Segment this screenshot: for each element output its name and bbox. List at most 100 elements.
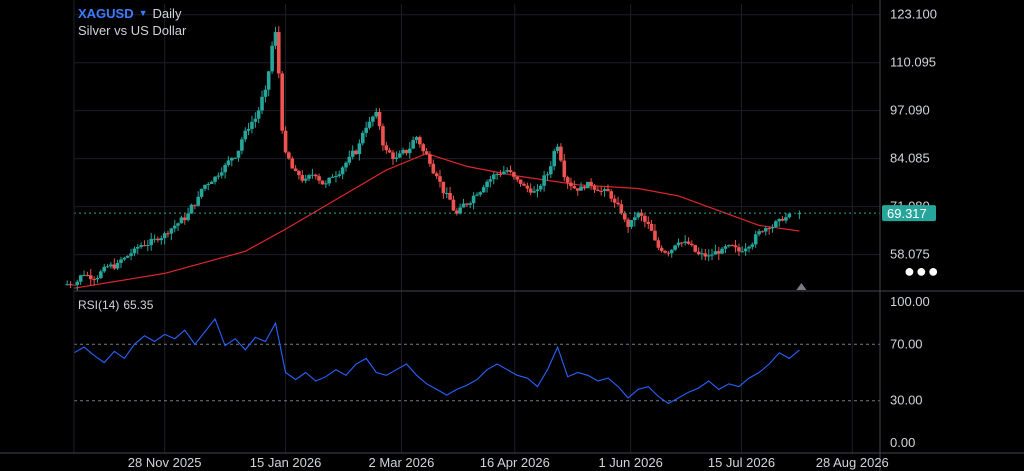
candle-body [250,121,254,129]
candle-body [162,233,167,239]
candle-body [502,171,506,175]
candle-body [444,192,449,194]
candle-body [166,233,170,235]
candle-body [129,253,133,256]
candle-body [391,152,395,159]
more-options-icon[interactable]: ●●● [904,261,940,281]
rsi-legend[interactable]: RSI(14) 65.35 [78,298,153,312]
candle-body [629,220,634,227]
candle-body [102,266,107,272]
scroll-marker-icon [796,283,807,290]
last-price-label: 69.317 [887,206,927,221]
candle-body [266,71,271,90]
candle-body [314,174,318,177]
candle-body [525,185,530,189]
candle-body [260,96,264,111]
candle-body [327,177,331,184]
candle-body [488,179,493,182]
candle-body [602,189,607,191]
candle-body [401,149,405,154]
candle-body [300,175,305,181]
candle-body [82,274,86,276]
candle-body [612,198,617,203]
candle-body [787,213,792,218]
candle-body [374,111,379,117]
candle-body [357,143,362,155]
candle-body [632,217,637,221]
date-tick-label: 1 Jun 2026 [598,455,662,470]
candle-body [199,188,204,197]
candle-body [303,178,308,181]
candles-layer [65,26,802,291]
candle-body [757,231,761,235]
candle-body [169,228,174,234]
candle-body [666,252,671,254]
candle-body [226,160,231,165]
candle-body [330,176,335,178]
candle-body [216,175,221,177]
candle-body [421,144,426,152]
candle-body [115,262,120,269]
candle-body [747,246,751,249]
candle-body [78,275,83,282]
candle-body [223,164,227,173]
candle-body [619,204,624,214]
moving-average-line [73,152,800,289]
candle-body [324,183,328,185]
candle-body [112,264,117,269]
candle-body [132,248,137,254]
candle-body [784,217,788,221]
date-tick-label: 28 Nov 2025 [128,455,202,470]
candle-body [209,181,214,185]
candle-body [337,174,342,176]
candle-body [532,191,536,193]
candle-body [592,185,597,190]
candle-body [653,230,657,241]
rsi-tick-label: 30.00 [890,393,923,408]
candle-body [344,162,348,168]
candle-body [428,154,432,164]
candle-body [95,277,100,280]
candle-body [263,89,268,97]
candle-body [703,253,708,257]
candle-body [522,183,526,186]
candle-body [340,167,345,175]
candle-body [360,132,365,144]
candle-body [229,157,234,161]
candle-body [240,139,244,151]
rsi-line [73,317,800,405]
candle-body [203,184,207,189]
candle-body [727,245,731,247]
interval-label[interactable]: Daily [152,6,182,21]
candle-body [145,245,150,247]
candle-body [387,150,392,153]
candle-body [172,225,177,229]
candle-body [246,128,251,131]
candle-body [626,219,630,227]
candle-body [270,45,274,72]
candle-body [777,218,782,222]
candle-body [690,243,694,246]
candle-body [377,111,382,127]
candle-body [196,196,200,206]
rsi-name: RSI(14) [78,298,120,312]
candle-body [606,189,610,192]
candle-body [528,188,533,193]
candle-body [538,185,543,190]
candle-body [710,254,714,256]
candle-body [276,32,281,74]
date-tick-label: 16 Apr 2026 [480,455,550,470]
price-tick-label: 97.090 [890,103,930,118]
symbol-label[interactable]: XAGUSD [78,6,134,21]
candle-body [233,157,237,159]
candle-body [394,157,399,159]
candle-body [485,181,489,188]
candle-body [740,251,745,253]
candle-body [347,156,352,163]
symbol-dropdown-icon[interactable]: ▼ [138,8,148,18]
candle-body [135,247,140,249]
candle-body [478,192,483,195]
candle-body [663,250,667,253]
candle-body [455,210,459,214]
